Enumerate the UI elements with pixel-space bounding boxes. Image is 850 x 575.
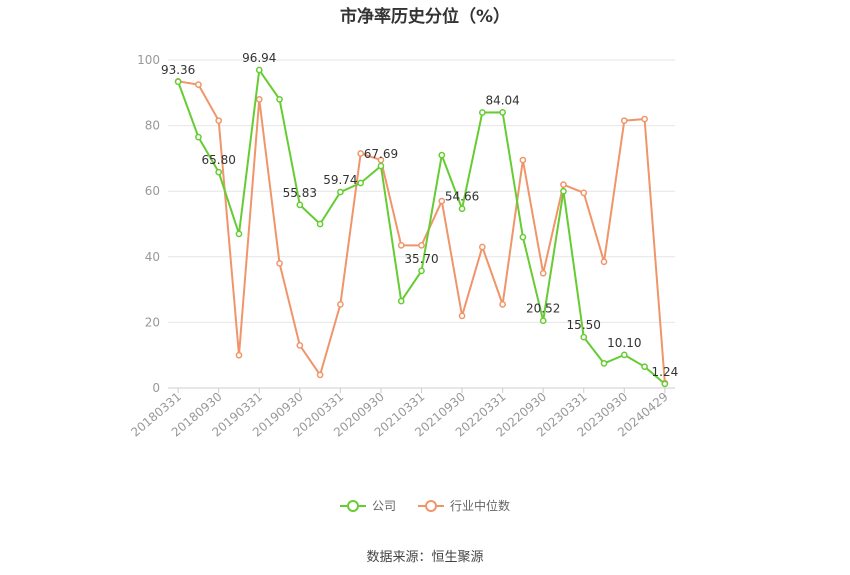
series-line-company <box>177 69 666 385</box>
data-point-industry-median <box>337 301 344 308</box>
y-tick-label: 40 <box>145 250 160 264</box>
data-point-industry-median <box>296 342 304 349</box>
y-tick-label: 80 <box>145 119 160 133</box>
data-point-industry-median <box>316 371 324 379</box>
data-point-industry-median <box>539 269 547 277</box>
data-label: 93.36 <box>161 63 195 77</box>
data-point-company <box>478 109 486 116</box>
legend-label-company: 公司 <box>371 499 396 513</box>
data-point-company <box>661 380 669 388</box>
data-source: 数据来源：恒生聚源 <box>366 550 484 565</box>
data-labels: 93.36 65.80 96.94 55.83 59.74 67.69 35.70 54.66… <box>161 51 678 379</box>
data-point-industry-median <box>641 115 648 123</box>
data-point-company <box>397 297 405 305</box>
data-point-company <box>539 317 547 325</box>
data-label: 65.80 <box>202 153 236 167</box>
data-point-industry-median <box>560 181 567 188</box>
data-point-company <box>519 233 527 241</box>
data-point-company <box>560 187 567 195</box>
y-tick-label: 0 <box>152 381 160 395</box>
data-point-industry-median <box>438 197 446 205</box>
data-point-company <box>316 220 324 228</box>
legend-swatch-industry-median <box>418 499 444 513</box>
data-point-company <box>377 162 385 170</box>
data-point-industry-median <box>255 96 263 103</box>
data-point-company <box>438 151 446 159</box>
data-point-company <box>215 168 223 176</box>
data-label: 10.10 <box>607 336 641 350</box>
data-label: 35.70 <box>404 252 438 266</box>
data-point-industry-median <box>478 243 486 251</box>
data-point-company <box>357 179 365 187</box>
data-point-company <box>255 66 263 74</box>
y-tick-label: 20 <box>145 315 160 329</box>
data-point-industry-median <box>458 312 466 320</box>
data-point-company <box>235 230 243 238</box>
data-point-industry-median <box>580 189 588 197</box>
data-label: 59.74 <box>323 173 357 187</box>
data-label: 96.94 <box>242 51 276 65</box>
data-point-industry-median <box>357 150 365 157</box>
data-point-industry-median <box>215 117 223 125</box>
chart-title: 市净率历史分位（%） <box>339 7 511 27</box>
y-tick-label: 60 <box>145 184 160 198</box>
data-point-industry-median <box>276 260 283 267</box>
data-point-company <box>418 267 425 275</box>
legend-item-industry-median[interactable]: 行业中位数 <box>418 497 510 514</box>
data-label: 67.69 <box>364 147 398 161</box>
grid-lines <box>168 59 675 323</box>
data-point-industry-median <box>397 241 405 249</box>
data-label: 54.66 <box>445 190 479 204</box>
data-label: 1.24 <box>652 365 679 379</box>
y-tick-label: 100 <box>137 53 160 67</box>
data-point-company <box>174 78 182 86</box>
data-point-company <box>641 363 648 371</box>
data-point-company <box>296 201 304 209</box>
data-label: 84.04 <box>485 93 519 107</box>
data-point-industry-median <box>519 156 527 164</box>
data-point-industry-median <box>600 258 608 266</box>
data-point-company <box>458 205 466 213</box>
legend: 公司 行业中位数 <box>0 497 850 514</box>
data-point-company <box>276 96 283 103</box>
series <box>174 66 669 388</box>
data-point-company <box>195 133 202 141</box>
data-point-company <box>620 351 628 359</box>
legend-item-company[interactable]: 公司 <box>339 497 396 514</box>
data-label: 20.52 <box>526 302 560 316</box>
data-point-industry-median <box>235 351 243 359</box>
data-label: 55.83 <box>283 186 317 200</box>
legend-label-industry-median: 行业中位数 <box>450 499 511 513</box>
data-point-industry-median <box>418 241 425 249</box>
data-point-industry-median <box>620 117 628 125</box>
data-point-industry-median <box>195 81 202 88</box>
data-label: 15.50 <box>567 318 601 332</box>
data-point-company <box>499 108 506 116</box>
data-point-industry-median <box>499 301 506 308</box>
legend-swatch-company <box>339 499 366 513</box>
data-point-company <box>600 360 608 367</box>
series-line-industry-median <box>177 80 666 384</box>
data-point-company <box>580 333 588 341</box>
data-point-company <box>337 188 344 196</box>
